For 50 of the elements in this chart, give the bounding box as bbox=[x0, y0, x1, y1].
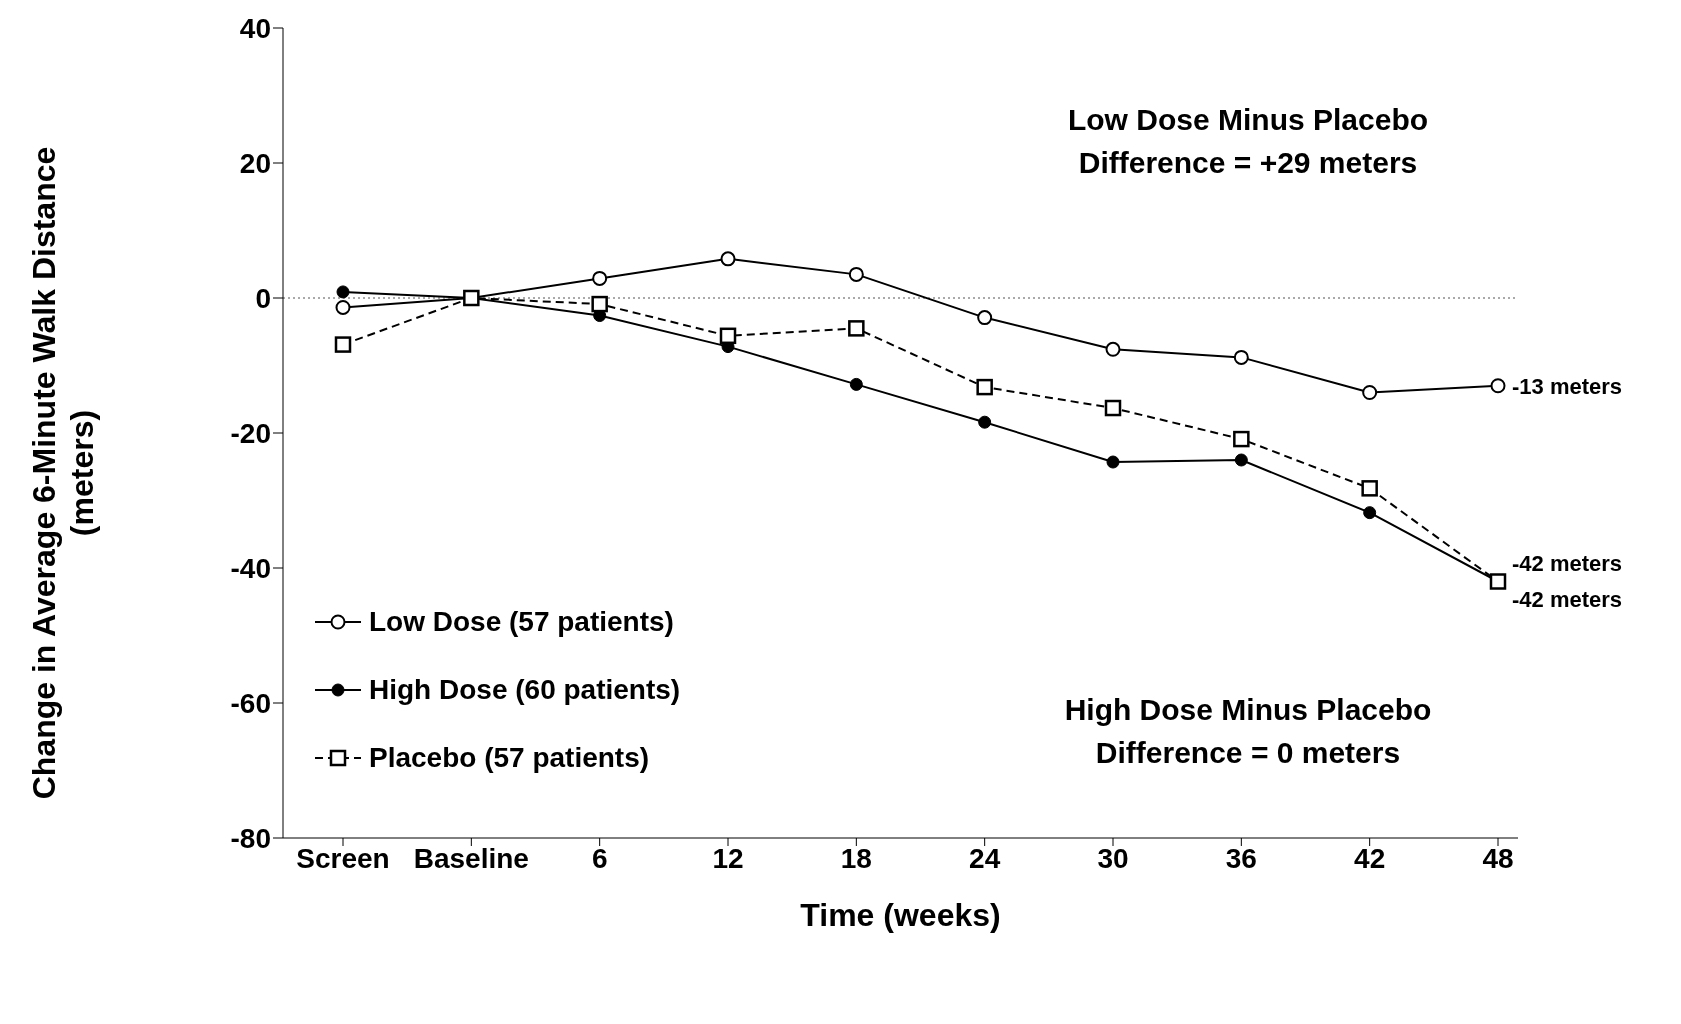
point bbox=[1490, 378, 1506, 394]
x-tick-label: Baseline bbox=[413, 842, 529, 874]
y-tick-label: -40 bbox=[230, 552, 271, 584]
point bbox=[592, 270, 608, 286]
y-tick-label: 0 bbox=[255, 282, 271, 314]
y-axis-title: Change in Average 6-Minute Walk Distance (meters) bbox=[25, 146, 101, 800]
x-tick-label: 30 bbox=[1097, 842, 1129, 874]
x-tick-label: 48 bbox=[1482, 842, 1514, 874]
x-tick-label: Screen bbox=[296, 842, 390, 874]
point bbox=[1233, 349, 1249, 365]
x-tick-label: 42 bbox=[1354, 842, 1386, 874]
y-tick-label: -60 bbox=[230, 687, 271, 719]
point bbox=[849, 377, 863, 391]
point bbox=[976, 378, 993, 396]
point bbox=[1104, 399, 1122, 417]
x-tick-label: 18 bbox=[840, 842, 872, 874]
legend-label: Placebo (57 patients) bbox=[369, 742, 650, 774]
point bbox=[1233, 430, 1250, 448]
point bbox=[977, 310, 993, 326]
x-tick-label: 12 bbox=[712, 842, 744, 874]
legend-label: Low Dose (57 patients) bbox=[369, 606, 674, 638]
point bbox=[591, 295, 608, 313]
y-tick-label: 40 bbox=[239, 12, 271, 44]
x-tick-label: 36 bbox=[1225, 842, 1257, 874]
point bbox=[1362, 385, 1378, 400]
point bbox=[334, 336, 352, 353]
y-tick-label: -80 bbox=[230, 822, 271, 854]
x-axis-title: Time (weeks) bbox=[800, 897, 1001, 933]
legend-label: High Dose (60 patients) bbox=[369, 674, 681, 706]
point bbox=[978, 415, 992, 429]
annotation: High Dose Minus Placebo Difference = 0 meters bbox=[1063, 692, 1433, 771]
y-tick-label: -20 bbox=[230, 417, 271, 449]
annotation: -42 meters bbox=[1512, 587, 1623, 613]
point bbox=[1106, 455, 1120, 469]
point bbox=[720, 251, 736, 267]
point bbox=[1363, 506, 1377, 520]
point bbox=[1361, 480, 1378, 497]
annotation: -42 meters bbox=[1512, 551, 1623, 577]
point bbox=[848, 266, 864, 282]
x-tick-label: 24 bbox=[969, 842, 1001, 874]
point bbox=[848, 320, 865, 337]
y-tick-label: 20 bbox=[239, 147, 271, 179]
point bbox=[1234, 453, 1248, 467]
x-tick-label: 6 bbox=[591, 842, 608, 874]
point bbox=[336, 285, 350, 299]
point bbox=[719, 327, 737, 345]
point bbox=[1105, 341, 1121, 357]
point bbox=[335, 299, 351, 315]
annotation: -13 meters bbox=[1512, 373, 1623, 399]
annotation: Low Dose Minus Placebo Difference = +29 meters bbox=[1066, 102, 1430, 181]
